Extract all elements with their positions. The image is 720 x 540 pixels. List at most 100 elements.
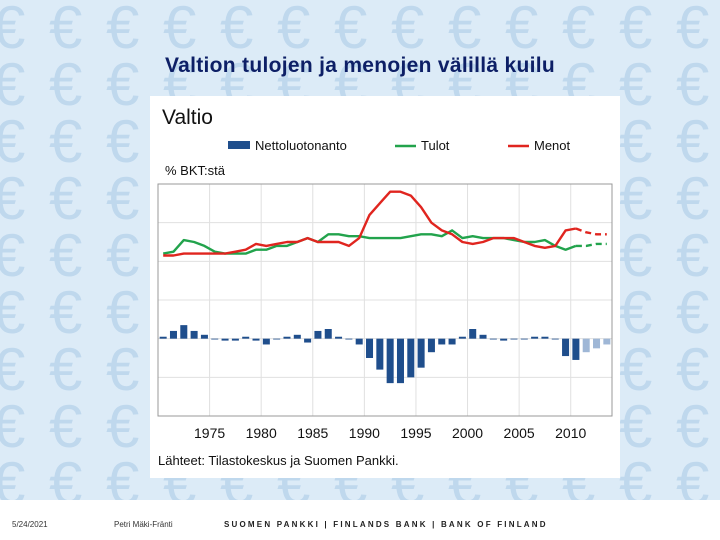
- euro-icon: €: [49, 51, 82, 118]
- bar-2008: [551, 338, 559, 340]
- euro-icon: €: [619, 51, 652, 118]
- bar-1971: [169, 330, 177, 339]
- euro-icon: €: [49, 336, 82, 403]
- bar-2006: [531, 336, 539, 339]
- bar-1990: [366, 338, 374, 358]
- bar-1979: [252, 338, 260, 341]
- bar-1986: [324, 329, 332, 339]
- chart-title: Valtio: [162, 106, 213, 129]
- bar-2009: [562, 338, 570, 357]
- legend-label-menot: Menot: [534, 138, 571, 153]
- bar-1972: [180, 325, 188, 339]
- euro-icon: €: [106, 279, 139, 346]
- euro-icon: €: [0, 0, 25, 61]
- euro-icon: €: [619, 0, 652, 61]
- euro-icon: €: [619, 450, 652, 500]
- y-axis-unit-label: % BKT:stä: [165, 163, 226, 178]
- euro-icon: €: [0, 336, 25, 403]
- bar-2011: [582, 338, 590, 353]
- bar-1998: [448, 338, 456, 345]
- source-note: Lähteet: Tilastokeskus ja Suomen Pankki.: [158, 453, 399, 468]
- euro-icon: €: [676, 0, 709, 61]
- euro-icon: €: [676, 108, 709, 175]
- euro-icon: €: [106, 108, 139, 175]
- x-tick-label: 2000: [452, 425, 483, 441]
- bar-1981: [273, 338, 281, 340]
- euro-icon: €: [0, 51, 25, 118]
- chart-panel: Valtio Nettoluotonanto Tulot Menot % BKT…: [150, 96, 620, 478]
- bar-1977: [231, 338, 239, 341]
- euro-icon: €: [49, 108, 82, 175]
- bar-1999: [458, 336, 466, 339]
- line-menot: [163, 190, 577, 257]
- bar-1993: [396, 338, 404, 384]
- bar-2001: [479, 334, 487, 339]
- bar-1982: [283, 336, 291, 339]
- bar-1987: [335, 336, 343, 339]
- euro-icon: €: [676, 450, 709, 500]
- footer-date: 5/24/2021: [12, 520, 48, 529]
- bar-1995: [417, 338, 425, 368]
- bar-2004: [510, 338, 518, 340]
- euro-icon: €: [619, 279, 652, 346]
- plot-frame: [157, 183, 613, 417]
- euro-icon: €: [49, 0, 82, 61]
- euro-icon: €: [106, 51, 139, 118]
- x-tick-label: 2005: [504, 425, 535, 441]
- bar-1989: [355, 338, 363, 345]
- footer-bank-name: SUOMEN PANKKI | FINLANDS BANK | BANK OF …: [224, 520, 548, 529]
- bar-1991: [376, 338, 384, 370]
- bar-2000: [469, 329, 477, 339]
- x-tick-label: 1980: [246, 425, 277, 441]
- euro-icon: €: [0, 108, 25, 175]
- x-tick-label: 1990: [349, 425, 380, 441]
- euro-icon: €: [106, 336, 139, 403]
- bar-1976: [221, 338, 229, 341]
- euro-icon: €: [505, 0, 538, 61]
- bar-2003: [500, 338, 508, 341]
- bar-1988: [345, 338, 353, 340]
- euro-icon: €: [163, 0, 196, 61]
- legend-label-tulot: Tulot: [421, 138, 450, 153]
- bar-2010: [572, 338, 580, 360]
- bar-1984: [304, 338, 312, 343]
- bar-1974: [200, 334, 208, 339]
- euro-icon: €: [619, 165, 652, 232]
- euro-icon: €: [49, 165, 82, 232]
- euro-icon: €: [676, 222, 709, 289]
- euro-icon: €: [106, 0, 139, 61]
- euro-icon: €: [220, 0, 253, 61]
- bar-2012: [593, 338, 601, 349]
- euro-icon: €: [619, 222, 652, 289]
- bar-1975: [211, 338, 219, 340]
- euro-icon: €: [106, 393, 139, 460]
- euro-icon: €: [49, 279, 82, 346]
- line-tulot: [162, 229, 577, 255]
- x-tick-label: 1995: [400, 425, 431, 441]
- euro-icon: €: [106, 222, 139, 289]
- plot-area: -20-100102030401975198019851990199520002…: [157, 183, 613, 441]
- bar-1994: [407, 338, 415, 378]
- euro-icon: €: [676, 279, 709, 346]
- euro-icon: €: [676, 336, 709, 403]
- bar-1997: [438, 338, 446, 345]
- bar-1992: [386, 338, 394, 384]
- euro-icon: €: [0, 222, 25, 289]
- line-tulot-forecast: [575, 242, 607, 248]
- legend-label-nettoluotonanto: Nettoluotonanto: [255, 138, 347, 153]
- euro-icon: €: [0, 393, 25, 460]
- bar-1985: [314, 330, 322, 339]
- x-tick-label: 2010: [555, 425, 586, 441]
- euro-icon: €: [106, 165, 139, 232]
- euro-icon: €: [619, 336, 652, 403]
- x-tick-label: 1975: [194, 425, 225, 441]
- x-tick-label: 1985: [297, 425, 328, 441]
- euro-icon: €: [277, 0, 310, 61]
- footer-author: Petri Mäki-Fränti: [114, 520, 173, 529]
- euro-icon: €: [106, 450, 139, 500]
- euro-icon: €: [619, 393, 652, 460]
- euro-icon: €: [676, 51, 709, 118]
- euro-icon: €: [49, 450, 82, 500]
- euro-icon: €: [49, 393, 82, 460]
- bar-2007: [541, 336, 549, 339]
